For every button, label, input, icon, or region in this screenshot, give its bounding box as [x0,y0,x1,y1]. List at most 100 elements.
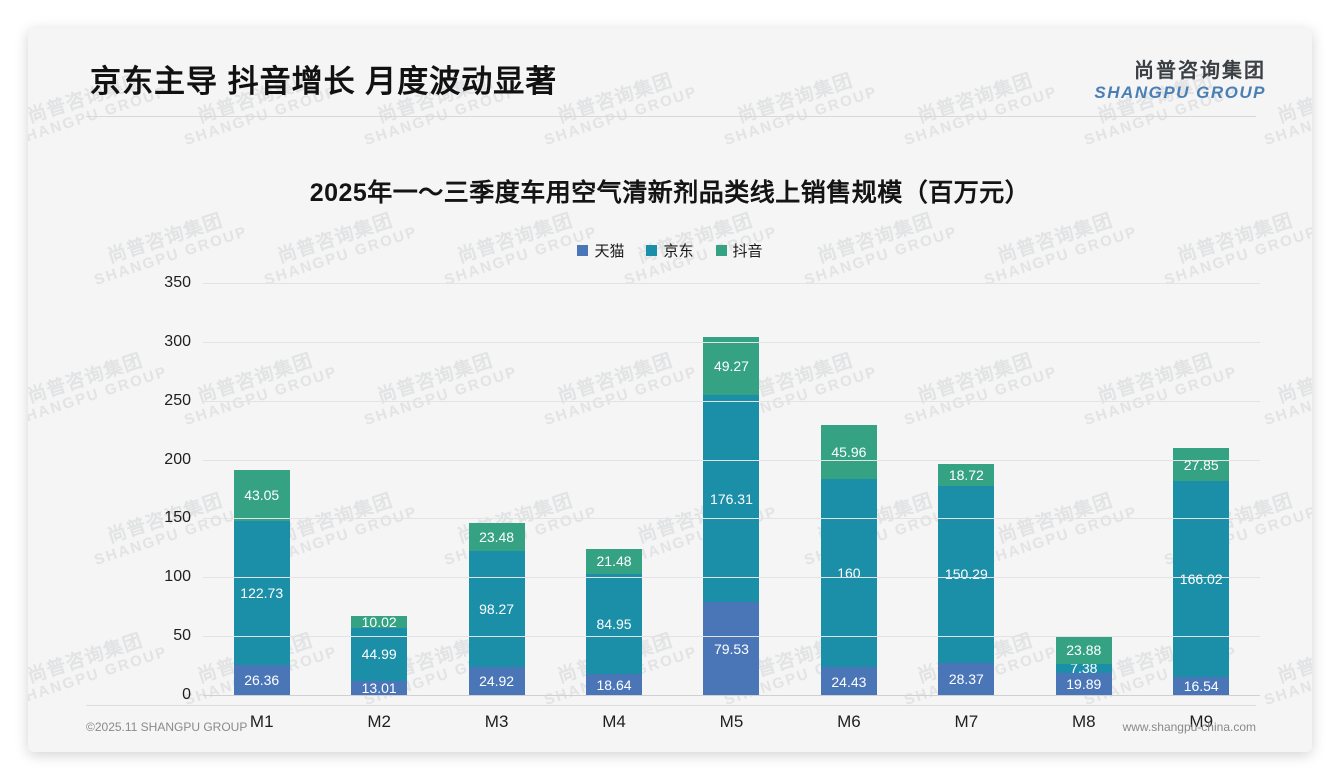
bar-segment[interactable]: 79.53 [703,602,760,696]
bar-segment[interactable]: 7.38 [1055,661,1112,675]
bar-value-label: 44.99 [361,646,397,663]
stacked-bar-chart: 26.36 122.73 43.05 13.01 44.99 10.02 24.92 98.2… [28,268,1312,731]
brand-logo-cn: 尚普咨询集团 [1134,60,1266,82]
gridline: 250 [164,392,1260,409]
bar-column[interactable]: 28.37 150.29 18.72 [908,284,1025,696]
bar-value-label: 49.27 [713,357,749,374]
x-axis-label-M2: M2 [367,712,391,731]
bar-column[interactable]: 24.92 98.27 23.48 [438,284,555,696]
bar-value-label: 18.64 [596,677,632,694]
bar-value-label: 150.29 [944,566,988,583]
bar-segment[interactable]: 24.92 [468,666,525,696]
bar-segment[interactable]: 28.37 [938,662,995,696]
y-axis-tick-label: 150 [164,509,191,527]
x-axis-label-M7: M7 [954,712,979,731]
bar-stack: 18.64 84.95 21.48 [586,548,643,696]
bar-stack: 13.01 44.99 10.02 [351,613,408,697]
footer-copyright: ©2025.11 SHANGPU GROUP [86,720,248,734]
bar-segment[interactable]: 166.02 [1173,481,1230,677]
bar-segment[interactable]: 23.48 [468,523,525,551]
x-axis-labels: M1 M2 M3 M4 M5 M6 M7 M8 M9 [203,712,1260,732]
bar-value-label: 160 [837,565,861,582]
y-axis-tick-label: 300 [164,332,191,350]
bar-stack: 16.54 166.02 27.85 [1173,448,1230,696]
bar-stack: 79.53 176.31 49.27 [703,336,760,696]
legend-item-1[interactable]: 京东 [646,240,694,261]
bar-stack: 26.36 122.73 43.05 [233,469,290,696]
bar-column[interactable]: 24.43 160 45.96 [790,284,907,696]
bar-value-label: 19.89 [1066,676,1102,693]
footer-website: www.shangpu-china.com [1122,720,1256,734]
chart-title: 2025年一～三季度车用空气清新剂品类线上销售规模（百万元） [309,179,1031,207]
y-axis-tick-label: 0 [182,686,191,703]
y-axis-tick-label: 350 [164,274,191,291]
bar-group: 26.36 122.73 43.05 13.01 44.99 10.02 24.92 98.2… [203,284,1260,696]
gridline: 100 [164,568,1260,585]
legend-item-0[interactable]: 天猫 [577,240,624,261]
bar-segment[interactable]: 49.27 [703,336,760,395]
bar-segment[interactable]: 98.27 [468,551,525,667]
bar-segment[interactable]: 18.64 [586,674,643,696]
bar-segment[interactable]: 13.01 [351,680,408,697]
page-title: 京东主导 抖音增长 月度波动显著 [90,64,558,99]
x-axis-label-M9: M9 [1189,712,1214,731]
bar-segment[interactable]: 19.89 [1055,672,1112,696]
bar-segment[interactable]: 18.72 [938,463,995,486]
bar-value-label: 24.92 [479,673,515,690]
legend-swatch-icon [577,245,589,256]
bar-value-label: 27.85 [1183,456,1219,473]
bar-column[interactable]: 16.54 166.02 27.85 [1143,284,1260,696]
y-axis-tick-label: 100 [164,568,191,586]
y-axis-tick-label: 200 [164,450,191,468]
header-divider [86,116,1256,117]
bar-value-label: 10.02 [361,613,397,630]
legend-swatch-icon [646,245,658,256]
gridline: 150 [164,509,1260,526]
bar-segment[interactable]: 23.88 [1055,635,1112,664]
bar-value-label: 24.43 [831,673,867,690]
gridline: 50 [173,627,1260,644]
bar-stack: 28.37 150.29 18.72 [938,463,995,696]
bar-segment[interactable]: 176.31 [703,394,760,603]
bar-segment[interactable]: 26.36 [233,664,290,696]
bar-segment[interactable]: 24.43 [820,667,877,696]
bar-segment[interactable]: 27.85 [1173,448,1230,482]
bar-column[interactable]: 18.64 84.95 21.48 [555,284,672,696]
bar-segment[interactable]: 45.96 [820,424,877,479]
bar-segment[interactable]: 16.54 [1173,676,1230,696]
bar-value-label: 26.36 [244,672,280,689]
bar-value-label: 16.54 [1183,678,1219,695]
bar-value-label: 23.48 [479,529,515,546]
legend-swatch-icon [715,245,727,256]
bar-segment[interactable]: 21.48 [586,548,643,575]
bar-stack: 24.43 160 45.96 [820,424,877,696]
x-axis-label-M5: M5 [719,712,744,731]
x-axis-label-M4: M4 [602,712,626,731]
bar-column[interactable]: 79.53 176.31 49.27 [673,284,790,696]
bar-segment[interactable]: 150.29 [938,485,995,663]
bar-segment[interactable]: 43.05 [233,469,290,521]
bar-value-label: 79.53 [713,641,749,658]
legend-label: 京东 [663,243,694,260]
bar-stack: 19.89 7.38 23.88 [1055,635,1112,696]
bar-value-label: 84.95 [596,616,632,633]
y-axis-tick-label: 50 [173,627,191,645]
bar-column[interactable]: 13.01 44.99 10.02 [320,284,437,696]
legend-item-2[interactable]: 抖音 [715,240,763,261]
bar-value-label: 43.05 [244,487,280,504]
bar-value-label: 23.88 [1066,641,1102,658]
bar-value-label: 13.01 [361,680,397,697]
bar-segment[interactable]: 10.02 [351,613,408,630]
bar-value-label: 45.96 [831,443,867,460]
brand-logo: 尚普咨询集团 SHANGPU GROUP [1094,60,1266,103]
bar-segment[interactable]: 122.73 [233,520,290,665]
bar-segment[interactable]: 84.95 [586,574,643,675]
gridline: 300 [164,333,1260,350]
bar-segment[interactable]: 160 [820,478,877,668]
gridline: 350 [164,274,1260,291]
bar-column[interactable]: 26.36 122.73 43.05 [203,284,320,696]
gridline: 0 [182,686,1260,703]
bar-column[interactable]: 19.89 7.38 23.88 [1025,284,1142,696]
x-axis-label-M3: M3 [484,712,509,731]
bar-value-label: 28.37 [948,671,984,688]
